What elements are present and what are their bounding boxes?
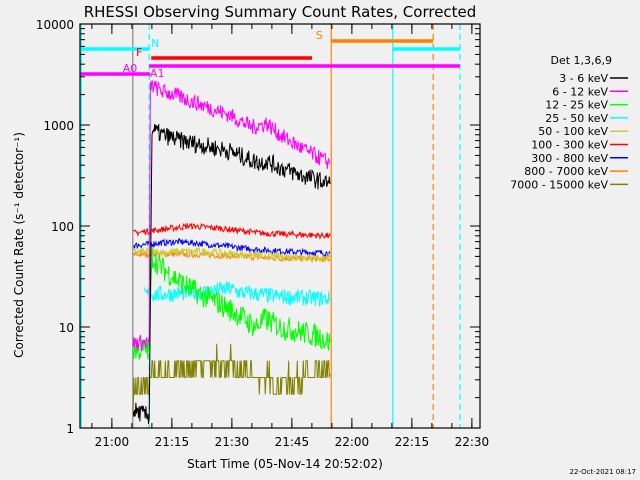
x-tick-label: 22:15 [395,435,430,449]
legend-label: 12 - 25 keV [545,99,608,112]
y-tick-label: 1 [66,422,74,436]
series-line-4 [132,246,331,263]
x-tick-label: 21:00 [95,435,130,449]
legend-label: 800 - 7000 keV [524,165,608,178]
x-tick-label: 21:45 [275,435,310,449]
x-axis-label: Start Time (05-Nov-14 20:52:02) [187,457,383,471]
flag-label-a1: A1 [150,67,165,80]
y-tick-label: 1000 [43,119,74,133]
legend-label: 100 - 300 keV [531,139,608,152]
legend-label: 7000 - 15000 keV [510,178,608,191]
flag-bars: NF A0 A1 S [80,29,460,80]
legend-label: 50 - 100 keV [538,125,608,138]
series-line-2 [132,247,331,360]
plot-frame [79,23,481,429]
flag-label-f: F [136,46,142,59]
y-tick-label: 100 [51,220,74,234]
series-line-8 [132,343,331,412]
legend-label: 300 - 800 keV [531,152,608,165]
series-line-6 [133,237,331,257]
x-axis: 21:00 21:15 21:30 21:45 22:00 22:15 22:30 [91,24,490,449]
series-line-1 [132,80,331,352]
x-tick-label: 22:30 [455,435,490,449]
x-tick-label: 21:30 [215,435,250,449]
legend-label: 25 - 50 keV [545,112,608,125]
y-axis: 1 10 100 1000 10000 [36,18,480,436]
flag-label-n: N [151,37,159,50]
flag-label-s: S [316,29,323,42]
flag-label-a0: A0 [123,62,138,75]
chart-title: RHESSI Observing Summary Count Rates, Co… [84,3,477,21]
legend-title: Det 1,3,6,9 [550,54,612,67]
vertical-markers [80,24,461,428]
x-tick-label: 21:15 [155,435,190,449]
legend-label: 6 - 12 keV [552,85,608,98]
legend-label: 3 - 6 keV [559,72,608,85]
y-tick-label: 10 [59,321,74,335]
series-line-3 [143,280,331,308]
series-line-5 [132,222,331,241]
y-tick-label: 10000 [36,18,74,32]
date-stamp: 22-Oct-2021 08:17 [570,468,636,476]
y-axis-label: Corrected Count Rate (s⁻¹ detector⁻¹) [12,132,26,358]
x-tick-label: 22:00 [335,435,370,449]
series-lines [132,80,331,424]
series-line-0 [132,123,331,424]
